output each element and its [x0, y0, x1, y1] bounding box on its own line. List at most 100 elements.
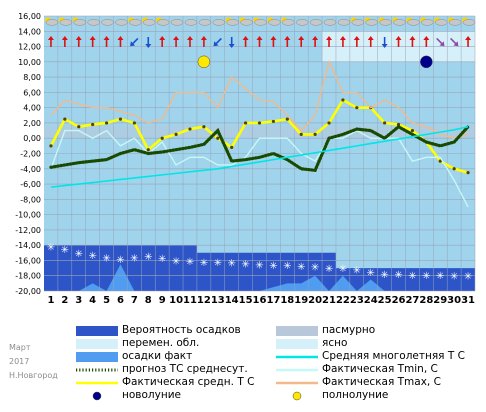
y-tick-label: -14,00 [15, 241, 41, 250]
x-tick-label: 5 [103, 295, 110, 306]
legend-label: новолуние [122, 389, 181, 401]
cloud-icon [448, 19, 462, 26]
wind-arrow-icon [186, 35, 193, 47]
avg-point [466, 170, 470, 175]
y-tick-label: 8,00 [23, 73, 41, 82]
avg-point [257, 121, 262, 125]
precip-fact-area [44, 264, 475, 291]
precip-marker: ✳ [436, 271, 444, 282]
moon-full [197, 55, 211, 69]
avg-point [299, 132, 303, 137]
y-axis-ticks: 16,00 14,00 12,00 10,00 8,00 6,00 4,00 2,00 0,00… [15, 12, 41, 296]
avg-point [132, 121, 136, 125]
legend-label: Фактическая Tmin, C [322, 363, 438, 375]
wind-arrow-icon [173, 35, 180, 47]
cloud-icon [282, 19, 295, 26]
precip-marker: ✳ [47, 243, 55, 254]
legend-label: Фактическая Tmax, C [322, 376, 441, 388]
precip-marker: ✳ [75, 249, 83, 260]
x-tick-label: 19 [294, 295, 308, 306]
x-tick-label: 18 [280, 295, 294, 306]
legend-label: прогноз ТС среднесут. [122, 363, 248, 375]
precip-marker: ✳ [116, 255, 124, 266]
x-tick-label: 13 [211, 295, 225, 306]
gridlines [44, 15, 476, 292]
cloud-icon [198, 19, 212, 26]
cloud-icon [184, 19, 198, 26]
cloud-icon [323, 19, 337, 26]
cloud-icon [45, 19, 59, 26]
precip-marker: ✳ [422, 271, 430, 282]
cloud-icon [87, 19, 100, 26]
series-mean_line [50, 125, 469, 188]
legend-label: пасмурно [322, 324, 376, 336]
precip-marker: ✳ [144, 252, 152, 263]
precip-marker: ✳ [158, 254, 166, 265]
cloud-icon [240, 19, 253, 26]
legend-label: полнолуние [322, 389, 389, 401]
wind-arrow-icon [395, 35, 402, 47]
avg-point [243, 121, 248, 125]
x-tick-label: 30 [447, 295, 461, 306]
cloud-icon [462, 19, 476, 26]
legend-swatch [276, 339, 318, 349]
y-tick-label: 12,00 [18, 43, 41, 52]
avg-point [104, 121, 109, 125]
x-tick-label: 1 [47, 295, 54, 306]
precip-marker: ✳ [450, 272, 458, 283]
x-tick-label: 3 [75, 295, 82, 306]
wind-arrow-icon [61, 35, 68, 47]
y-tick-label: 6,00 [23, 88, 41, 97]
precip-marker: ✳ [464, 272, 472, 283]
cloud-icon [351, 19, 365, 26]
y-tick-label: -12,00 [15, 226, 41, 235]
wind-arrow-icon [89, 35, 96, 47]
x-tick-label: 20 [308, 295, 322, 306]
cloud-icon [73, 19, 87, 26]
y-tick-label: -4,00 [20, 165, 41, 174]
wind-arrow-icon [367, 35, 374, 47]
precip-marker: ✳ [311, 263, 319, 274]
moon-new [420, 55, 433, 69]
precip-marker: ✳ [408, 271, 416, 282]
wind-arrow-icon [312, 35, 319, 47]
x-tick-label: 24 [364, 295, 378, 306]
wind-arrow-icon [159, 35, 166, 47]
cloud-icon [295, 19, 309, 26]
legend-label: перемен. обл. [122, 337, 200, 349]
wind-arrow-icon [213, 37, 222, 47]
cloud-icon [156, 19, 170, 26]
y-tick-label: 2,00 [23, 119, 41, 128]
y-tick-label: 4,00 [23, 104, 41, 113]
avg-point [118, 117, 123, 121]
wind-arrow-icon [381, 36, 388, 48]
cloud-icon [407, 19, 420, 26]
wind-arrow-icon [75, 35, 82, 47]
avg-point [202, 125, 206, 129]
cloud-icon [143, 19, 156, 26]
x-tick-label: 10 [169, 295, 183, 306]
wind-arrow-icon [47, 35, 54, 47]
x-tick-label: 28 [419, 295, 433, 306]
precip-marker: ✳ [227, 259, 235, 270]
precip-marker: ✳ [102, 253, 110, 264]
precip-marker: ✳ [172, 256, 180, 267]
y-tick-label: 14,00 [18, 27, 41, 36]
avg-point [63, 117, 67, 121]
precip-marker: ✳ [88, 251, 96, 262]
cloud-icon [101, 19, 114, 26]
precip-marker: ✳ [214, 258, 222, 269]
wind-arrow-icon [450, 37, 459, 47]
precip-probability-area [44, 245, 475, 291]
wind-arrow-icon [117, 35, 124, 47]
x-tick-label: 4 [89, 295, 96, 306]
cloud-icon [379, 19, 392, 26]
moon-phase-markers [197, 55, 433, 69]
wind-arrow-icon [298, 35, 305, 47]
cloud-icon [393, 19, 406, 26]
avg-point [438, 159, 442, 163]
precip-marker: ✳ [367, 268, 375, 279]
month-label: Март [9, 343, 31, 352]
precip-marker: ✳ [186, 257, 194, 268]
x-tick-label: 16 [253, 295, 267, 306]
